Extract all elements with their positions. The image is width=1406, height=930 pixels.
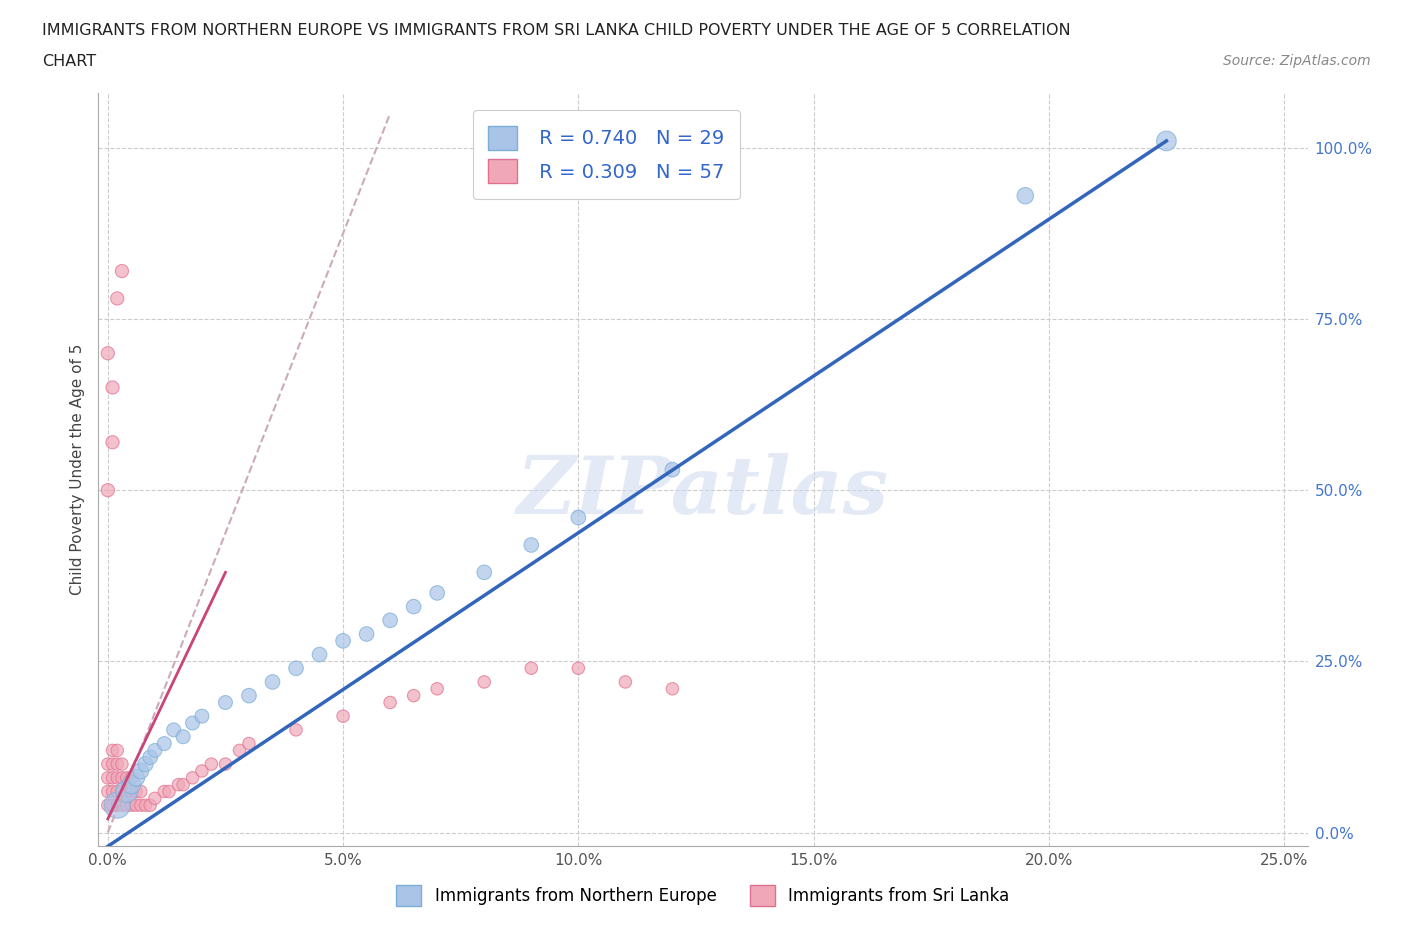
Point	[101, 757, 124, 772]
Point	[101, 743, 124, 758]
Point	[153, 737, 176, 751]
Point	[105, 743, 128, 758]
Point	[472, 674, 495, 689]
Point	[200, 757, 222, 772]
Point	[191, 709, 214, 724]
Point	[285, 723, 308, 737]
Point	[97, 483, 120, 498]
Point	[115, 784, 138, 799]
Point	[120, 784, 142, 799]
Point	[143, 790, 166, 805]
Point	[111, 784, 134, 799]
Point	[1156, 134, 1178, 149]
Point	[101, 770, 124, 785]
Point	[472, 565, 495, 579]
Point	[111, 770, 134, 785]
Point	[285, 661, 308, 676]
Point	[567, 511, 589, 525]
Point	[1014, 188, 1036, 203]
Point	[661, 462, 683, 477]
Point	[191, 764, 214, 778]
Point	[172, 729, 194, 744]
Point	[378, 613, 401, 628]
Point	[262, 674, 284, 689]
Point	[101, 380, 124, 395]
Point	[214, 757, 236, 772]
Point	[125, 784, 148, 799]
Point	[101, 784, 124, 799]
Point	[105, 757, 128, 772]
Y-axis label: Child Poverty Under the Age of 5: Child Poverty Under the Age of 5	[69, 344, 84, 595]
Point	[120, 798, 142, 813]
Point	[97, 784, 120, 799]
Point	[129, 784, 152, 799]
Point	[125, 798, 148, 813]
Point	[111, 757, 134, 772]
Point	[143, 743, 166, 758]
Point	[167, 777, 190, 792]
Point	[97, 346, 120, 361]
Point	[378, 695, 401, 710]
Point	[214, 695, 236, 710]
Point	[402, 599, 425, 614]
Point	[105, 798, 128, 813]
Point	[115, 770, 138, 785]
Text: Source: ZipAtlas.com: Source: ZipAtlas.com	[1223, 54, 1371, 68]
Point	[115, 798, 138, 813]
Point	[181, 770, 204, 785]
Point	[228, 743, 250, 758]
Point	[308, 647, 330, 662]
Point	[172, 777, 194, 792]
Point	[426, 682, 449, 697]
Point	[129, 798, 152, 813]
Point	[125, 770, 148, 785]
Point	[181, 715, 204, 730]
Text: IMMIGRANTS FROM NORTHERN EUROPE VS IMMIGRANTS FROM SRI LANKA CHILD POVERTY UNDER: IMMIGRANTS FROM NORTHERN EUROPE VS IMMIG…	[42, 23, 1071, 38]
Point	[356, 627, 378, 642]
Point	[614, 674, 637, 689]
Text: ZIPatlas: ZIPatlas	[517, 454, 889, 531]
Point	[97, 757, 120, 772]
Point	[157, 784, 180, 799]
Point	[111, 798, 134, 813]
Point	[153, 784, 176, 799]
Point	[115, 784, 138, 799]
Point	[520, 538, 543, 552]
Point	[426, 586, 449, 601]
Point	[139, 798, 162, 813]
Point	[97, 798, 120, 813]
Legend:  R = 0.740   N = 29,  R = 0.309   N = 57: R = 0.740 N = 29, R = 0.309 N = 57	[472, 111, 740, 198]
Point	[134, 757, 156, 772]
Point	[129, 764, 152, 778]
Point	[139, 750, 162, 764]
Point	[332, 709, 354, 724]
Point	[105, 798, 128, 813]
Point	[120, 770, 142, 785]
Point	[238, 688, 260, 703]
Point	[134, 798, 156, 813]
Point	[661, 682, 683, 697]
Point	[120, 777, 142, 792]
Point	[105, 291, 128, 306]
Point	[101, 435, 124, 450]
Point	[402, 688, 425, 703]
Text: CHART: CHART	[42, 54, 96, 69]
Point	[111, 263, 134, 278]
Point	[105, 770, 128, 785]
Point	[567, 661, 589, 676]
Point	[520, 661, 543, 676]
Legend: Immigrants from Northern Europe, Immigrants from Sri Lanka: Immigrants from Northern Europe, Immigra…	[389, 879, 1017, 912]
Point	[101, 798, 124, 813]
Point	[97, 770, 120, 785]
Point	[238, 737, 260, 751]
Point	[163, 723, 186, 737]
Point	[332, 633, 354, 648]
Point	[105, 784, 128, 799]
